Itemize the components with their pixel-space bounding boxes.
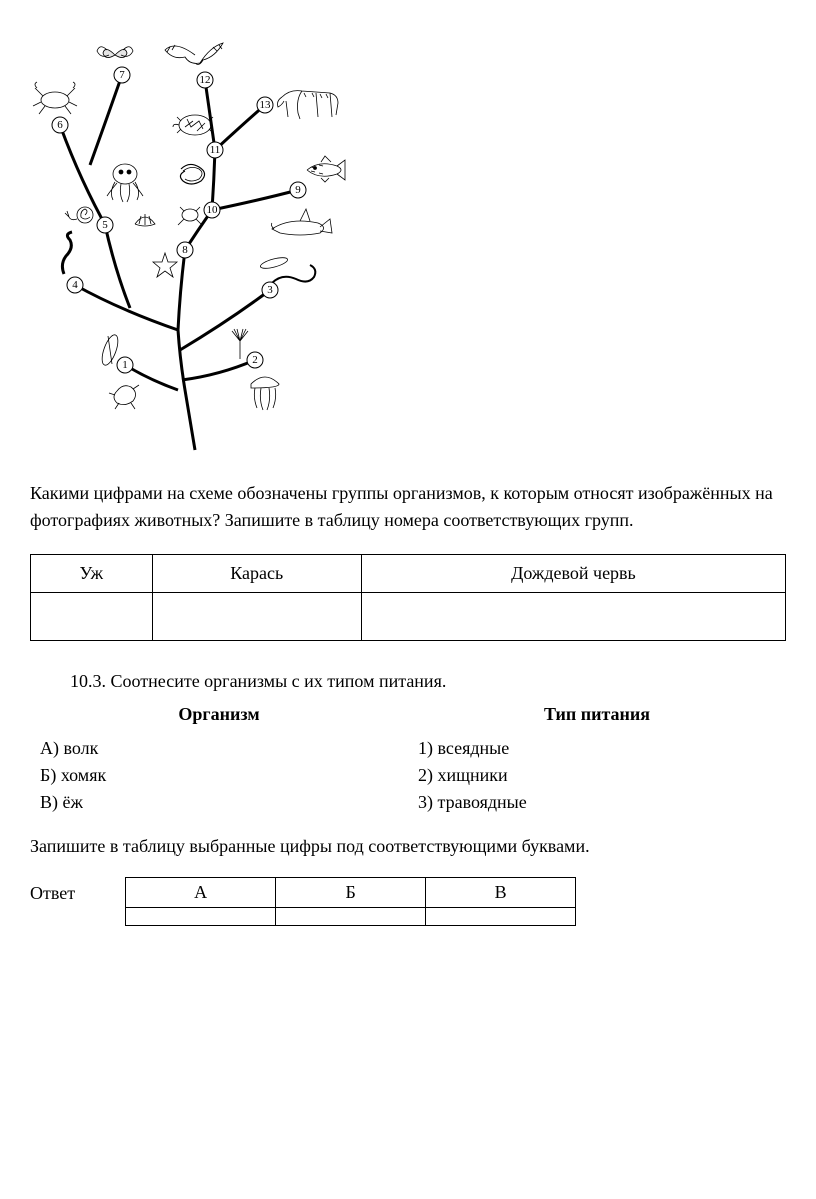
node-label-10: 10: [207, 204, 219, 216]
right-item-0: 1) всеядные: [418, 735, 786, 762]
right-item-2: 3) травоядные: [418, 789, 786, 816]
table1-answer-1[interactable]: [152, 593, 361, 641]
question-text: Какими цифрами на схеме обозначены групп…: [30, 480, 786, 534]
table1-header-2: Дождевой червь: [361, 555, 785, 593]
node-label-6: 6: [57, 119, 63, 131]
left-column: Организм А) волк Б) хомяк В) ёж: [30, 704, 408, 816]
table1-header-1: Карась: [152, 555, 361, 593]
answer-label: Ответ: [30, 877, 75, 904]
node-label-1: 1: [122, 359, 128, 371]
node-label-3: 3: [267, 284, 273, 296]
node-label-2: 2: [252, 354, 258, 366]
node-label-4: 4: [72, 279, 78, 291]
node-label-8: 8: [182, 244, 188, 256]
right-column: Тип питания 1) всеядные 2) хищники 3) тр…: [408, 704, 786, 816]
node-label-5: 5: [102, 219, 108, 231]
table2-answer-1[interactable]: [276, 908, 426, 926]
instruction-text: Запишите в таблицу выбранные цифры под с…: [30, 836, 786, 857]
table1-header-0: Уж: [31, 555, 153, 593]
subquestion-number: 10.3.: [70, 671, 106, 691]
left-item-2: В) ёж: [40, 789, 408, 816]
right-col-items: 1) всеядные 2) хищники 3) травоядные: [408, 735, 786, 816]
subquestion: 10.3. Соотнесите организмы с их типом пи…: [70, 671, 786, 692]
table2-header-2: В: [426, 878, 576, 908]
animals-table: Уж Карась Дождевой червь: [30, 554, 786, 641]
right-col-header: Тип питания: [408, 704, 786, 725]
answer-table: А Б В: [125, 877, 576, 926]
right-item-1: 2) хищники: [418, 762, 786, 789]
left-item-1: Б) хомяк: [40, 762, 408, 789]
left-col-header: Организм: [30, 704, 408, 725]
table2-header-0: А: [126, 878, 276, 908]
table2-header-1: Б: [276, 878, 426, 908]
node-label-9: 9: [295, 184, 301, 196]
matching-columns: Организм А) волк Б) хомяк В) ёж Тип пита…: [30, 704, 786, 816]
node-label-7: 7: [119, 69, 125, 81]
tree-diagram: 12345678910111213: [30, 20, 400, 460]
node-label-13: 13: [260, 99, 272, 111]
node-label-11: 11: [210, 144, 221, 156]
table1-answer-2[interactable]: [361, 593, 785, 641]
table1-answer-0[interactable]: [31, 593, 153, 641]
left-col-items: А) волк Б) хомяк В) ёж: [30, 735, 408, 816]
node-label-12: 12: [200, 74, 211, 86]
left-item-0: А) волк: [40, 735, 408, 762]
tree-svg: 12345678910111213: [30, 20, 400, 460]
subquestion-text: Соотнесите организмы с их типом питания.: [111, 671, 447, 691]
answer-row: Ответ А Б В: [30, 877, 786, 926]
table2-answer-0[interactable]: [126, 908, 276, 926]
table2-answer-2[interactable]: [426, 908, 576, 926]
